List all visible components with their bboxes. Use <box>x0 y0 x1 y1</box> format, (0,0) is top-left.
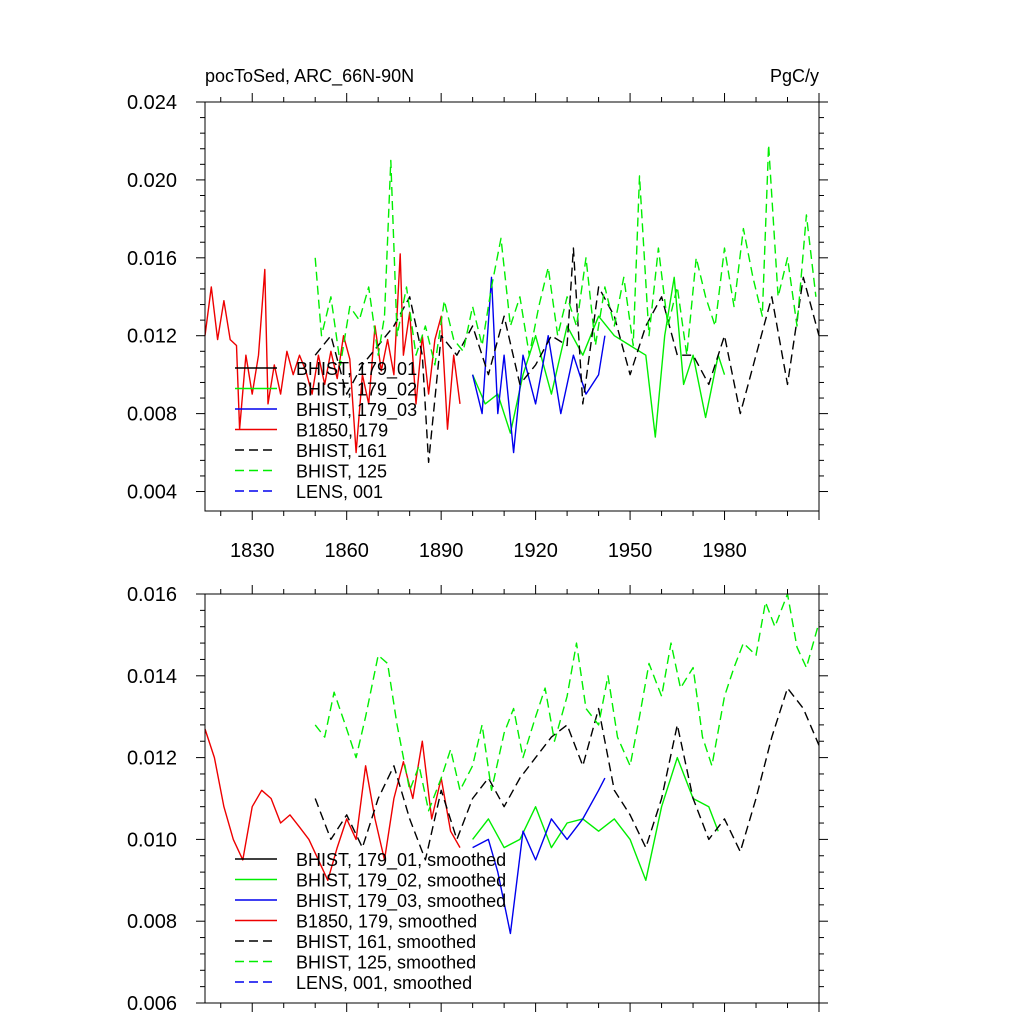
bottom-plot-frame <box>204 593 820 1004</box>
top-legend-label-1: BHIST, 179_02 <box>296 380 417 401</box>
top-legend-label-3: B1850, 179 <box>296 421 388 441</box>
top-legend-label-6: LENS, 001 <box>296 482 383 502</box>
top-legend-label-2: BHIST, 179_03 <box>296 400 417 421</box>
top-series-line-1 <box>471 276 726 438</box>
bottom-legend-label-6: LENS, 001, smoothed <box>296 973 472 993</box>
top-y-tick-label: 0.020 <box>127 170 177 192</box>
top-x-tick-label: 1980 <box>702 540 747 562</box>
bottom-y-tick-label: 0.012 <box>127 748 177 770</box>
top-y-tick-label: 0.004 <box>127 482 177 504</box>
bottom-y-tick-label: 0.010 <box>127 829 177 851</box>
bottom-legend-label-2: BHIST, 179_03, smoothed <box>296 891 506 912</box>
bottom-legend-label-4: BHIST, 161, smoothed <box>296 932 476 952</box>
top-plot-frame <box>204 101 820 512</box>
top-y-tick-label: 0.008 <box>127 404 177 426</box>
top-series-line-4 <box>314 247 820 463</box>
top-chart-title: pocToSed, ARC_66N-90N <box>205 66 414 87</box>
bottom-y-tick-label: 0.006 <box>127 993 177 1015</box>
top-series-line-3 <box>204 253 461 454</box>
top-x-tick-label: 1950 <box>608 540 653 562</box>
bottom-series-line-4 <box>314 687 820 861</box>
bottom-y-tick-label: 0.014 <box>127 666 177 688</box>
top-y-tick-label: 0.016 <box>127 248 177 270</box>
top-legend-label-5: BHIST, 125 <box>296 462 387 482</box>
top-legend-label-4: BHIST, 161 <box>296 441 387 461</box>
top-legend-label-0: BHIST, 179_01 <box>296 359 417 380</box>
top-panel: pocToSed, ARC_66N-90N PgC/y 0.004 0.008 0.… <box>127 66 828 562</box>
bottom-series-line-5 <box>314 593 820 812</box>
top-x-tick-label: 1920 <box>513 540 558 562</box>
top-x-tick-label: 1890 <box>419 540 464 562</box>
top-series-line-5 <box>314 144 817 366</box>
bottom-legend-label-5: BHIST, 125, smoothed <box>296 953 476 973</box>
bottom-y-tick-label: 0.008 <box>127 911 177 933</box>
bottom-series-line-1 <box>472 756 719 881</box>
top-x-tick-label: 1860 <box>324 540 369 562</box>
top-series-line-2 <box>471 276 606 454</box>
top-y-tick-label: 0.024 <box>127 92 177 114</box>
bottom-panel: 0.006 0.008 0.010 0.012 0.014 0.016 BHIST, 179… <box>127 584 828 1015</box>
bottom-series-line-2 <box>472 777 606 935</box>
top-x-tick-label: 1830 <box>230 540 275 562</box>
bottom-y-tick-label: 0.016 <box>127 584 177 606</box>
top-y-tick-label: 0.012 <box>127 326 177 348</box>
top-chart-units: PgC/y <box>770 66 819 86</box>
bottom-legend-label-3: B1850, 179, smoothed <box>296 912 477 932</box>
bottom-legend-label-1: BHIST, 179_02, smoothed <box>296 871 506 892</box>
bottom-legend-label-0: BHIST, 179_01, smoothed <box>296 850 506 871</box>
